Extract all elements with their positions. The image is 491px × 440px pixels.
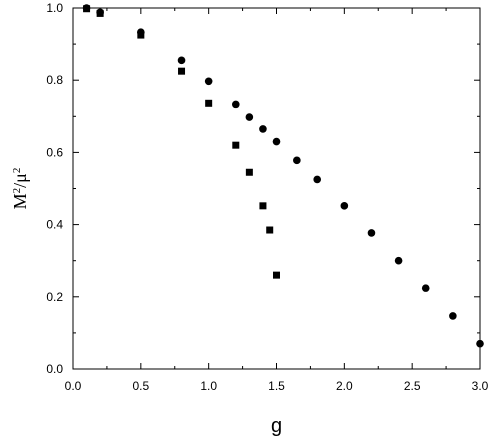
circle-point [245, 113, 254, 121]
square-point [205, 99, 213, 107]
y-axis-label-slash: / [10, 183, 30, 188]
x-tick-label: 0.0 [65, 379, 82, 393]
x-axis-label: g [271, 415, 282, 437]
circle-point [340, 202, 349, 210]
y-tick-label: 0.0 [46, 362, 63, 376]
axis-ticks [72, 7, 481, 370]
square-point [266, 226, 274, 234]
x-tick-label: 1.0 [200, 379, 217, 393]
square-point [259, 202, 267, 210]
circle-point [394, 256, 403, 265]
y-tick-label: 0.8 [46, 73, 63, 87]
circle-point [259, 125, 267, 133]
square-point [83, 5, 91, 13]
y-axis-label-m: M [10, 193, 30, 209]
circle-point [421, 284, 430, 292]
square-point [232, 141, 240, 149]
plot-frame [72, 7, 481, 370]
square-point [96, 9, 104, 17]
circle-point [232, 100, 240, 109]
square-point [245, 168, 253, 176]
square-point [137, 31, 145, 39]
square-point [273, 271, 280, 279]
circle-point [476, 339, 484, 348]
y-axis-label-mu: μ [10, 173, 30, 183]
circle-point [293, 156, 301, 165]
y-tick-label: 0.4 [46, 218, 63, 232]
y-tick-label: 1.0 [46, 1, 63, 15]
y-axis-label-sup1: 2 [11, 188, 23, 194]
circle-point [449, 312, 457, 320]
plot-area: 0.0 0.5 1.0 1.5 2.0 2.5 3.0 0.0 0.2 0.4 0.6 0.8 1.0 [46, 1, 488, 393]
y-tick-label: 0.2 [46, 290, 63, 304]
x-tick-label: 1.5 [268, 379, 285, 393]
square-point [178, 67, 186, 75]
y-axis-label: M2/μ2 [10, 168, 30, 210]
data-markers [82, 4, 484, 348]
x-tick-label: 2.5 [404, 379, 421, 393]
y-tick-label: 0.6 [46, 145, 63, 159]
circle-point [367, 229, 376, 237]
circle-point [272, 137, 281, 146]
x-tick-label: 3.0 [472, 379, 489, 393]
x-tick-label: 0.5 [132, 379, 149, 393]
circle-point [313, 175, 322, 184]
circle-point [177, 56, 186, 65]
x-tick-label: 2.0 [336, 379, 353, 393]
circle-point [204, 77, 213, 86]
axis-tick-labels: 0.0 0.5 1.0 1.5 2.0 2.5 3.0 0.0 0.2 0.4 0.6 0.8 1.0 [46, 1, 488, 393]
y-axis-label-sup2: 2 [11, 168, 23, 174]
